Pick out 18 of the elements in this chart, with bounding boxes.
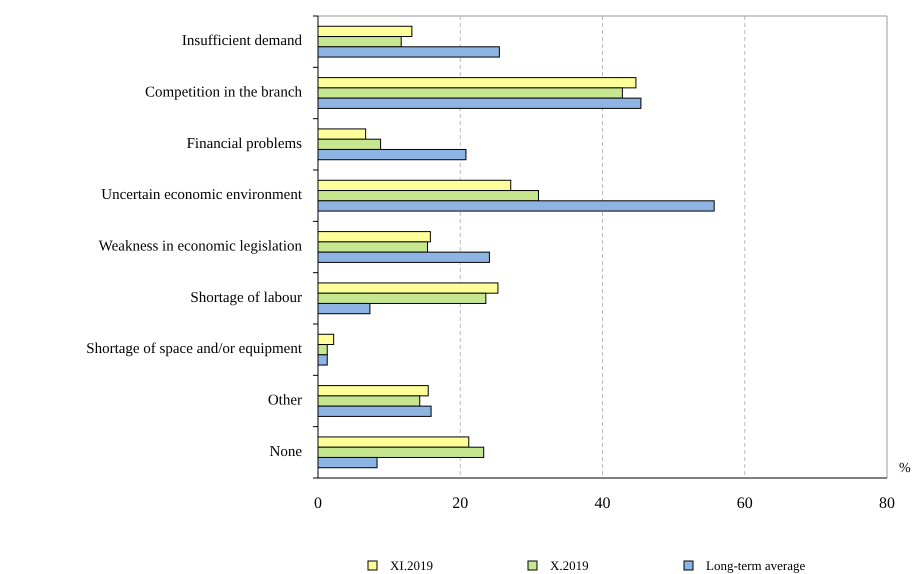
y-tick-label: Other: [268, 392, 302, 408]
x-axis-title: %: [899, 461, 911, 476]
y-tick-label: Shortage of labour: [190, 290, 302, 306]
x-tick-label: 80: [879, 495, 895, 512]
legend-label: XI.2019: [390, 558, 433, 573]
x-tick-label: 60: [736, 495, 753, 512]
y-tick-label: Competition in the branch: [144, 84, 302, 100]
y-tick-label: Weakness in economic legislation: [98, 238, 302, 254]
y-tick-label: None: [270, 444, 302, 460]
legend-label: X.2019: [550, 558, 589, 573]
x-tick-label: 0: [314, 495, 322, 512]
legend-label: Long-term average: [706, 558, 806, 573]
y-tick-label: Insufficient demand: [182, 33, 302, 50]
y-tick-label: Financial problems: [186, 136, 302, 152]
x-tick-label: 40: [594, 495, 610, 512]
y-tick-label: Uncertain economic environment: [101, 187, 303, 204]
y-tick-label: Shortage of space and/or equipment: [86, 341, 303, 358]
x-tick-label: 20: [452, 495, 468, 512]
